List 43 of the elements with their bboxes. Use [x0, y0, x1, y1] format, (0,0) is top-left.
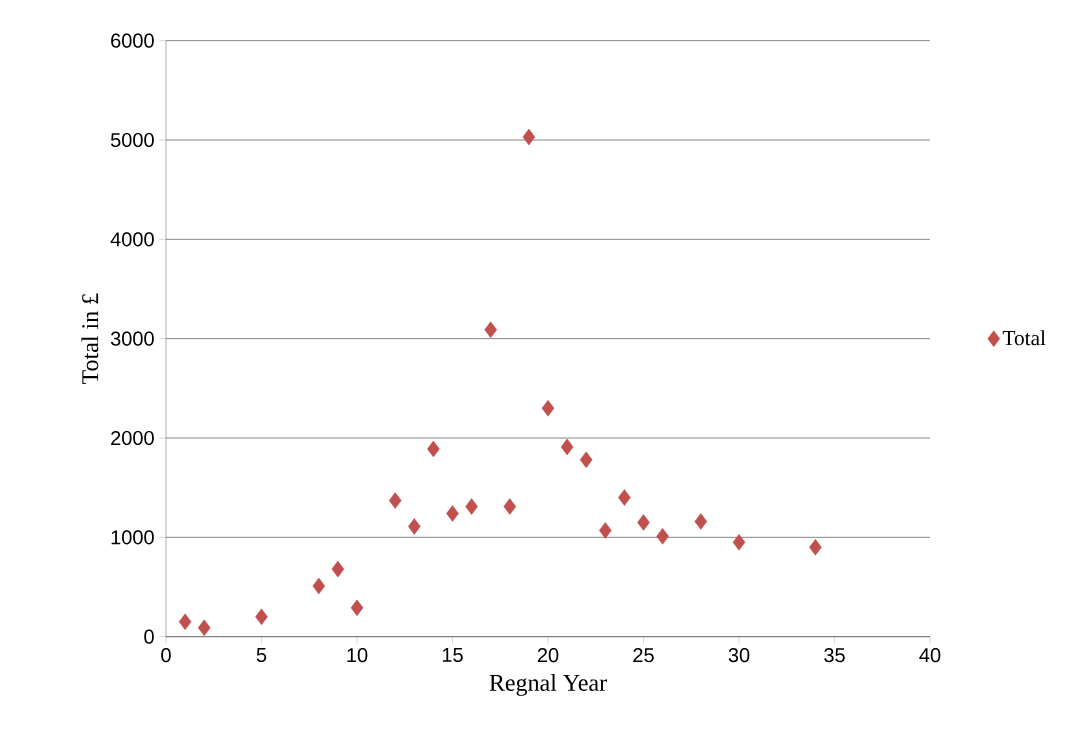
x-tick-label: 15 — [442, 648, 463, 663]
point — [579, 451, 593, 469]
point — [618, 489, 631, 507]
point — [809, 539, 822, 556]
point — [599, 522, 612, 539]
x-tick-label: 40 — [919, 648, 941, 663]
x-tick-label: 5 — [256, 648, 267, 663]
y-tick-label: 6000 — [111, 33, 154, 48]
point — [541, 400, 555, 417]
point — [732, 534, 746, 551]
point — [484, 321, 497, 339]
x-tick-label: 20 — [537, 648, 559, 663]
x-axis-title: Regnal Year — [489, 674, 607, 697]
point — [465, 498, 478, 515]
legend-label: Total — [1002, 330, 1046, 346]
y-axis-title: Total in £ — [81, 293, 99, 385]
point — [560, 438, 574, 456]
point — [694, 513, 708, 530]
y-tick-label: 2000 — [111, 431, 154, 446]
y-tick-label: 3000 — [110, 331, 154, 346]
point — [350, 599, 364, 617]
y-tick-label: 4000 — [110, 232, 154, 247]
x-tick-label: 30 — [728, 648, 750, 663]
point — [408, 518, 421, 535]
point — [427, 440, 440, 458]
y-tick-label: 1000 — [111, 530, 154, 545]
point — [637, 514, 650, 531]
x-tick-label: 10 — [347, 648, 368, 663]
x-tick-label: 25 — [633, 648, 654, 663]
point — [388, 492, 402, 510]
point — [503, 498, 517, 515]
point — [178, 613, 192, 631]
point — [312, 577, 326, 595]
y-tick-label: 5000 — [110, 133, 154, 148]
point — [255, 608, 268, 626]
y-tick-label: 0 — [144, 629, 154, 644]
point — [446, 505, 459, 522]
x-tick-label: 35 — [824, 648, 845, 663]
point — [656, 528, 669, 545]
x-tick-label: 0 — [161, 648, 171, 663]
point — [522, 128, 536, 146]
point — [331, 561, 345, 578]
point — [197, 619, 211, 637]
